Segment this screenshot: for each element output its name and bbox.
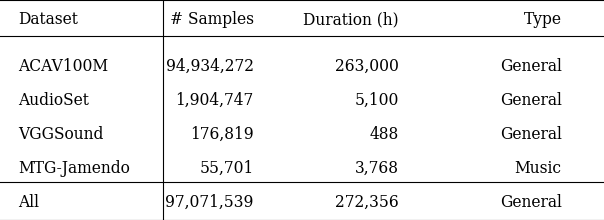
Text: Dataset: Dataset xyxy=(18,11,78,28)
Text: # Samples: # Samples xyxy=(170,11,254,28)
Text: ACAV100M: ACAV100M xyxy=(18,57,108,75)
Text: Type: Type xyxy=(524,11,562,28)
Text: VGGSound: VGGSound xyxy=(18,126,103,143)
Text: 97,071,539: 97,071,539 xyxy=(165,194,254,211)
Text: General: General xyxy=(500,194,562,211)
Text: MTG-Jamendo: MTG-Jamendo xyxy=(18,160,130,177)
Text: General: General xyxy=(500,92,562,109)
Text: 55,701: 55,701 xyxy=(199,160,254,177)
Text: 5,100: 5,100 xyxy=(355,92,399,109)
Text: Music: Music xyxy=(515,160,562,177)
Text: 272,356: 272,356 xyxy=(335,194,399,211)
Text: Duration (h): Duration (h) xyxy=(303,11,399,28)
Text: 488: 488 xyxy=(370,126,399,143)
Text: AudioSet: AudioSet xyxy=(18,92,89,109)
Text: 3,768: 3,768 xyxy=(355,160,399,177)
Text: General: General xyxy=(500,57,562,75)
Text: 94,934,272: 94,934,272 xyxy=(165,57,254,75)
Text: 1,904,747: 1,904,747 xyxy=(175,92,254,109)
Text: All: All xyxy=(18,194,39,211)
Text: General: General xyxy=(500,126,562,143)
Text: 176,819: 176,819 xyxy=(190,126,254,143)
Text: 263,000: 263,000 xyxy=(335,57,399,75)
